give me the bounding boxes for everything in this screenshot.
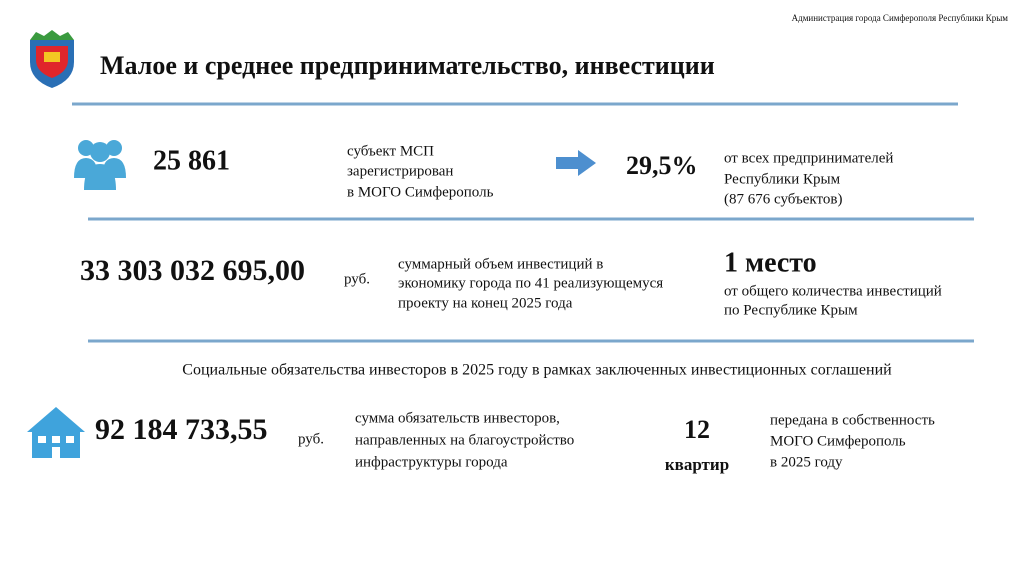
description: субъект МСП [347, 143, 434, 159]
description: проекту на конец 2025 года [398, 295, 573, 311]
unit: руб. [298, 431, 324, 447]
unit: руб. [344, 271, 370, 287]
note: по Республике Крым [724, 302, 858, 318]
house-icon [27, 407, 85, 458]
description: зарегистрирован [347, 163, 453, 179]
organization: Администрация города Симферополя Республ… [792, 13, 1009, 23]
apartments-unit: квартир [665, 455, 729, 474]
description: экономику города по 41 реализующемуся [398, 275, 663, 291]
rank: 1 место [724, 247, 817, 278]
share: 29,5% [626, 151, 698, 180]
description: в МОГО Симферополь [347, 184, 494, 200]
description: сумма обязательств инвесторов, [355, 410, 560, 426]
title: Малое и среднее предпринимательство, инв… [100, 51, 715, 80]
note: Республики Крым [724, 171, 841, 187]
note: передана в собственность [770, 412, 935, 428]
note: МОГО Симферополь [770, 433, 906, 449]
description: направленных на благоустройство [355, 432, 574, 448]
msp-count: 25 861 [153, 145, 230, 176]
arrow [556, 150, 596, 176]
description: суммарный объем инвестиций в [398, 256, 603, 272]
coat-of-arms [30, 30, 74, 88]
obligations-total: 92 184 733,55 [95, 413, 268, 446]
note: (87 676 субъектов) [724, 191, 842, 207]
note: в 2025 году [770, 454, 843, 470]
investment-total: 33 303 032 695,00 [80, 254, 305, 287]
description: инфраструктуры города [355, 454, 508, 470]
section-heading: Социальные обязательства инвесторов в 20… [182, 362, 892, 379]
note: от всех предпринимателей [724, 150, 893, 166]
note: от общего количества инвестиций [724, 283, 942, 299]
people-icon [74, 140, 126, 190]
apartments-count: 12 [684, 415, 710, 444]
